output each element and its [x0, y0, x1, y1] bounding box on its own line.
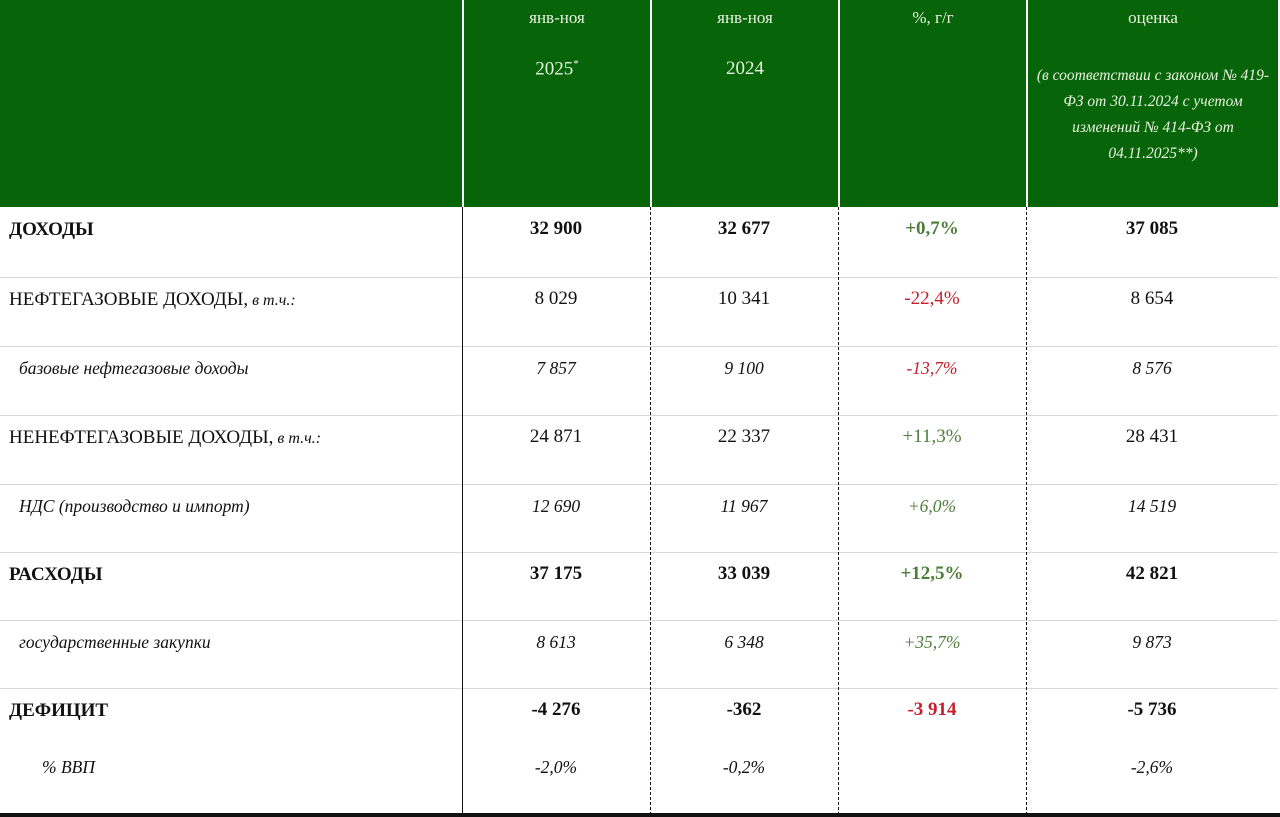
- table-row: НЕНЕФТЕГАЗОВЫЕ ДОХОДЫ, в т.ч.: 24 871 22 3…: [0, 415, 1278, 485]
- cell-v2024: -0,2%: [722, 757, 766, 777]
- column-divider: [838, 207, 839, 815]
- row-label-text: НЕФТЕГАЗОВЫЕ ДОХОДЫ,: [9, 289, 249, 310]
- cell-v2024: 11 967: [720, 496, 768, 516]
- cell-v2025: 24 871: [529, 426, 583, 447]
- header-year: 2024: [726, 58, 764, 79]
- cell-est: -5 736: [1127, 699, 1177, 720]
- cell-v2024: -362: [726, 699, 762, 720]
- row-label-text: ДОХОДЫ: [9, 219, 94, 240]
- column-divider: [462, 207, 463, 815]
- cell-yoy: +0,7%: [905, 218, 959, 239]
- cell-v2024: 10 341: [717, 288, 771, 309]
- cell-yoy: -13,7%: [906, 358, 958, 378]
- table-row: ДОХОДЫ 32 900 32 677 +0,7% 37 085: [0, 207, 1278, 278]
- cell-v2025: 8 029: [534, 288, 578, 309]
- cell-v2024: 22 337: [717, 426, 771, 447]
- row-label: РАСХОДЫ: [9, 564, 103, 586]
- row-label-text: базовые нефтегазовые доходы: [19, 358, 249, 378]
- table-row: ДЕФИЦИТ -4 276 -362 -3 914 -5 736: [0, 688, 1278, 745]
- table-row: государственные закупки 8 613 6 348 +35,7% 9…: [0, 620, 1278, 689]
- cell-v2024: 6 348: [724, 632, 764, 652]
- cell-v2025: 32 900: [529, 218, 583, 239]
- cell-yoy: +6,0%: [907, 496, 957, 516]
- header-period: янв-ноя: [529, 8, 585, 27]
- row-label: % ВВП: [42, 757, 95, 778]
- row-label-text: НДС (производство и импорт): [19, 496, 250, 516]
- cell-v2024: 33 039: [717, 563, 771, 584]
- row-label: НДС (производство и импорт): [19, 496, 250, 517]
- row-label-text: РАСХОДЫ: [9, 564, 103, 585]
- cell-est: 8 654: [1130, 288, 1174, 309]
- cell-est: 37 085: [1125, 218, 1179, 239]
- cell-v2025: -4 276: [531, 699, 581, 720]
- footnote-mark: *: [573, 58, 579, 70]
- header-col-estimate: оценка (в соответствии с законом № 419-Ф…: [1028, 0, 1278, 207]
- cell-yoy: +35,7%: [903, 632, 961, 652]
- header-period: янв-ноя: [717, 8, 773, 27]
- column-divider: [1026, 207, 1027, 815]
- row-label-text: НЕНЕФТЕГАЗОВЫЕ ДОХОДЫ,: [9, 427, 274, 448]
- header-year: 2025: [535, 58, 574, 80]
- table-row: НЕФТЕГАЗОВЫЕ ДОХОДЫ, в т.ч.: 8 029 10 341 -…: [0, 277, 1278, 347]
- cell-v2025: -2,0%: [534, 757, 578, 777]
- row-label: НЕНЕФТЕГАЗОВЫЕ ДОХОДЫ, в т.ч.:: [9, 427, 321, 449]
- row-label-text: % ВВП: [42, 757, 95, 777]
- cell-est: 14 519: [1127, 496, 1177, 516]
- header-blank: [0, 0, 462, 207]
- cell-v2024: 9 100: [724, 358, 764, 378]
- row-label: ДОХОДЫ: [9, 219, 94, 241]
- header-estimate: оценка: [1128, 8, 1178, 27]
- header-col-2025: янв-ноя 2025*: [464, 0, 650, 207]
- table-row: % ВВП -2,0% -0,2% -2,6%: [0, 745, 1278, 813]
- cell-v2024: 32 677: [717, 218, 771, 239]
- cell-yoy: +12,5%: [900, 563, 964, 584]
- row-label-suffix: в т.ч.:: [273, 430, 322, 447]
- cell-est: 28 431: [1125, 426, 1179, 447]
- cell-v2025: 37 175: [529, 563, 583, 584]
- table-row: НДС (производство и импорт) 12 690 11 967 +…: [0, 484, 1278, 553]
- cell-v2025: 12 690: [531, 496, 581, 516]
- table-bottom-border: [0, 813, 1280, 817]
- header-col-yoy: %, г/г: [840, 0, 1026, 207]
- table-row: базовые нефтегазовые доходы 7 857 9 100 -13…: [0, 346, 1278, 416]
- cell-est: 42 821: [1125, 563, 1179, 584]
- row-label-text: государственные закупки: [19, 632, 211, 652]
- row-label-text: ДЕФИЦИТ: [9, 700, 109, 721]
- header-yoy: %, г/г: [912, 8, 954, 27]
- cell-est: -2,6%: [1130, 757, 1174, 777]
- row-label: ДЕФИЦИТ: [9, 700, 108, 722]
- row-label: базовые нефтегазовые доходы: [19, 358, 248, 379]
- header-estimate-note: (в соответствии с законом № 419-ФЗ от 30…: [1036, 67, 1270, 162]
- row-label-suffix: в т.ч.:: [248, 292, 296, 309]
- cell-v2025: 7 857: [536, 358, 576, 378]
- column-divider: [650, 207, 651, 815]
- table-row: РАСХОДЫ 37 175 33 039 +12,5% 42 821: [0, 552, 1278, 621]
- row-label: государственные закупки: [19, 632, 211, 653]
- cell-yoy: +11,3%: [902, 426, 962, 447]
- cell-est: 9 873: [1132, 632, 1172, 652]
- row-label: НЕФТЕГАЗОВЫЕ ДОХОДЫ, в т.ч.:: [9, 289, 296, 311]
- header-col-2024: янв-ноя 2024: [652, 0, 838, 207]
- cell-est: 8 576: [1132, 358, 1172, 378]
- cell-v2025: 8 613: [536, 632, 576, 652]
- cell-yoy: -22,4%: [904, 288, 960, 309]
- cell-yoy: -3 914: [907, 699, 957, 720]
